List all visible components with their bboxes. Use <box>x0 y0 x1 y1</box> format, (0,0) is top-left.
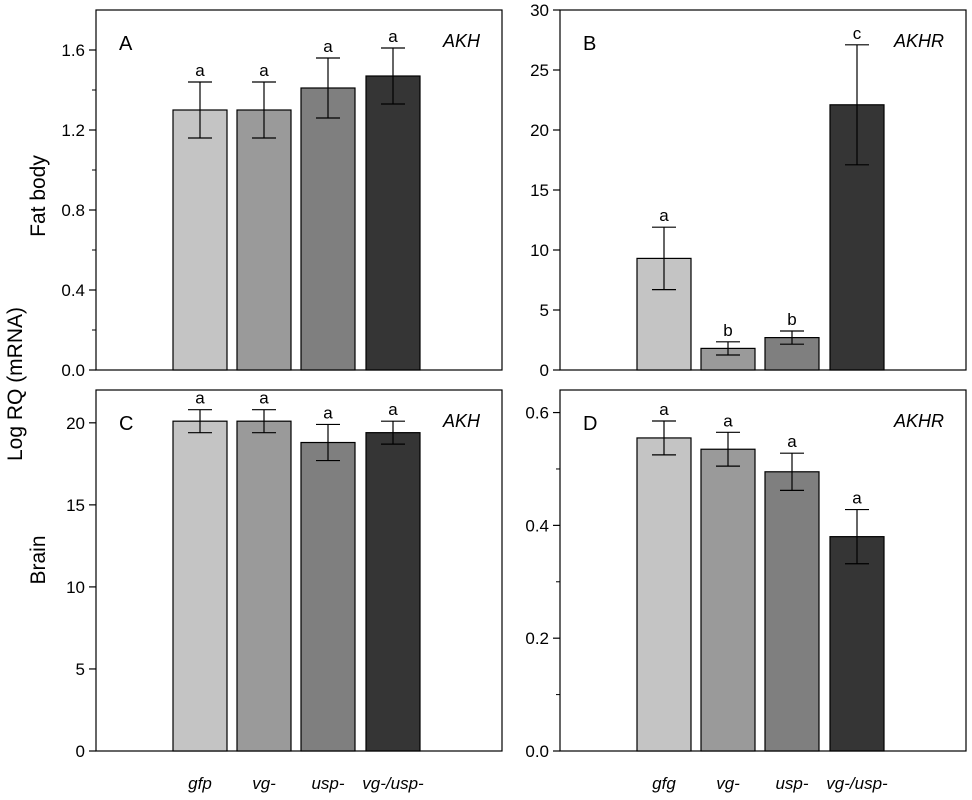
significance-label: a <box>388 27 398 46</box>
panel-d: 0.0 0.2 0.4 0.6 a gfg a vg-a usp-a vg-/usp- D AKHR <box>525 389 967 793</box>
significance-label: b <box>787 310 796 329</box>
panel-b: 0 5 10 15 20 25 30 a b b c B AKHR <box>530 1 967 380</box>
x-category-label: vg-/usp- <box>826 774 888 793</box>
bar-gfp <box>172 109 228 371</box>
significance-label: a <box>195 61 205 80</box>
row-label-brain: Brain <box>27 535 50 584</box>
x-category-label: usp- <box>311 774 344 793</box>
bar-usp <box>764 471 820 752</box>
y-tick-label: 30 <box>530 1 549 20</box>
row-label-fat-body: Fat body <box>27 155 50 237</box>
y-tick-label: 15 <box>66 496 85 515</box>
bar-usp <box>300 87 356 371</box>
significance-label: a <box>659 206 669 225</box>
y-tick-label: 10 <box>66 578 85 597</box>
panel-letter: B <box>583 33 596 55</box>
y-tick-label: 5 <box>540 301 549 320</box>
bar-vg <box>236 420 292 752</box>
significance-label: a <box>659 400 669 419</box>
significance-label: a <box>259 389 269 408</box>
gene-label: AKH <box>442 31 481 51</box>
bar-gfp <box>172 420 228 752</box>
x-category-label: vg- <box>252 774 276 793</box>
panel-c: 0 5 10 15 20 a gfp a vg-a usp-a vg-/usp- C AKH <box>66 389 503 793</box>
y-tick-label: 0.6 <box>525 404 549 423</box>
y-tick-label: 0.4 <box>61 281 85 300</box>
significance-label: a <box>723 411 733 430</box>
plot-frame <box>559 9 967 371</box>
bar-vg <box>236 109 292 371</box>
y-tick-label: 0.4 <box>525 516 549 535</box>
y-tick-label: 0.2 <box>525 629 549 648</box>
bar-vg-usp <box>829 536 885 752</box>
y-tick-label: 10 <box>530 241 549 260</box>
y-tick-label: 20 <box>530 121 549 140</box>
plot-frame <box>559 389 967 752</box>
x-category-label: gfp <box>188 774 212 793</box>
gene-label: AKH <box>442 411 481 431</box>
gene-label: AKHR <box>893 411 944 431</box>
y-tick-label: 0.0 <box>525 742 549 761</box>
panel-a: 0.0 0.4 0.8 1.2 1.6 a a a a A AKH <box>61 9 503 380</box>
y-tick-label: 0.8 <box>61 201 85 220</box>
bar-gfg <box>636 437 692 752</box>
x-category-label: vg- <box>716 774 740 793</box>
bar-usp <box>300 441 356 752</box>
y-axis-label: Log RQ (mRNA) <box>4 307 27 461</box>
significance-label: a <box>852 489 862 508</box>
significance-label: b <box>723 321 732 340</box>
panel-letter: C <box>119 413 133 435</box>
y-tick-label: 0 <box>76 742 85 761</box>
y-tick-label: 0 <box>540 361 549 380</box>
bar-vg <box>700 448 756 752</box>
y-tick-label: 1.6 <box>61 41 85 60</box>
significance-label: a <box>323 403 333 422</box>
x-category-label: vg-/usp- <box>362 774 424 793</box>
plot-frame <box>95 9 503 371</box>
y-tick-label: 20 <box>66 414 85 433</box>
y-tick-label: 1.2 <box>61 121 85 140</box>
panel-letter: D <box>583 413 597 435</box>
y-tick-label: 5 <box>76 660 85 679</box>
y-tick-label: 15 <box>530 181 549 200</box>
significance-label: a <box>388 400 398 419</box>
x-category-label: gfg <box>652 774 676 793</box>
significance-label: a <box>323 37 333 56</box>
panel-letter: A <box>119 33 133 55</box>
significance-label: c <box>853 24 862 43</box>
significance-label: a <box>787 432 797 451</box>
significance-label: a <box>259 61 269 80</box>
gene-label: AKHR <box>893 31 944 51</box>
significance-label: a <box>195 389 205 408</box>
y-tick-label: 0.0 <box>61 361 85 380</box>
y-tick-label: 25 <box>530 61 549 80</box>
bar-vg-usp <box>365 75 421 371</box>
plot-frame <box>95 389 503 752</box>
x-category-label: usp- <box>775 774 808 793</box>
panels-group: 0.0 0.4 0.8 1.2 1.6 a a a a A AKH 0 5 10 15 20 25 30 a b b c B… <box>61 1 967 793</box>
bar-vg-usp <box>365 432 421 752</box>
